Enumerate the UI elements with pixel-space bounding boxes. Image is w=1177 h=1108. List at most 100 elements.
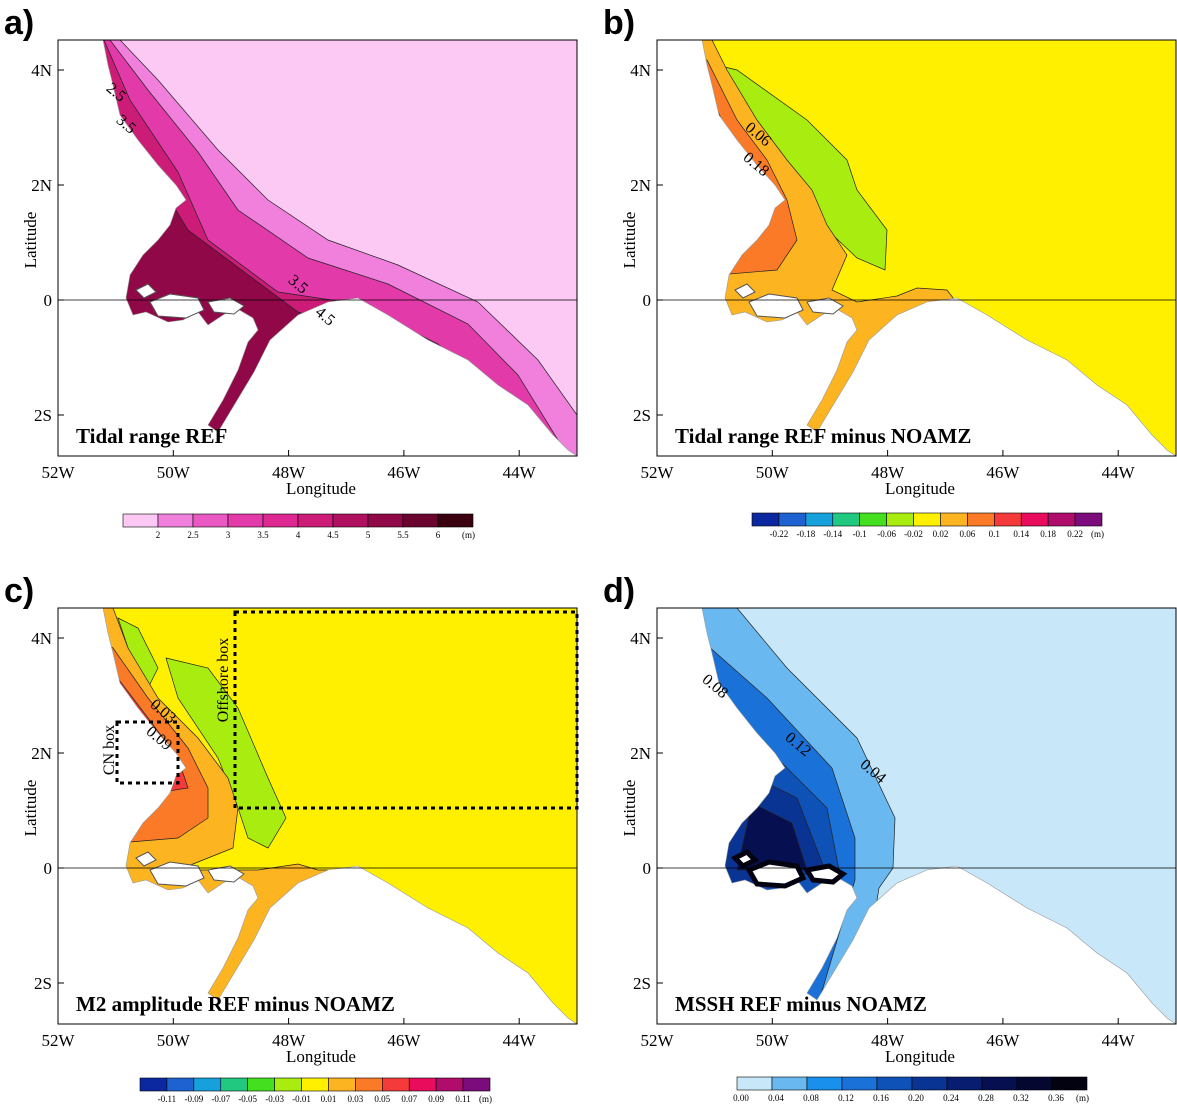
x-axis-label: Longitude (885, 1047, 955, 1066)
colorbar-label: 0.20 (908, 1093, 924, 1103)
y-axis-label: Latitude (620, 780, 639, 837)
colorbar-swatch (805, 512, 834, 527)
colorbar-label: 0.18 (1040, 529, 1056, 539)
colorbar-swatch (332, 513, 369, 528)
colorbar-label: 0.01 (321, 1094, 337, 1104)
colorbar-swatch (859, 512, 887, 527)
panel-title: Tidal range REF minus NOAMZ (675, 424, 971, 448)
colorbar-label: 0.36 (1048, 1093, 1064, 1103)
colorbar-swatch (367, 513, 404, 528)
island (745, 859, 807, 889)
y-tick-label: 4N (31, 61, 52, 80)
box-label: Offshore box (215, 638, 232, 723)
colorbar-label: -0.03 (265, 1094, 284, 1104)
land (58, 608, 577, 1024)
colorbar-swatch (994, 512, 1022, 527)
colorbar-swatch (462, 1077, 491, 1092)
map-body (657, 608, 1176, 1024)
x-tick-label: 44W (1102, 463, 1136, 482)
colorbar-swatch (262, 513, 299, 528)
colorbar-swatch (736, 1076, 773, 1091)
map-frame (57, 39, 578, 457)
x-tick-label: 48W (272, 1031, 306, 1050)
x-tick-label: 46W (986, 463, 1020, 482)
map-panel: 52W 50W 48W 46W 44W 4N 2N 0 2S Longitude Latitude M… (21, 607, 579, 1066)
map-frame (57, 607, 578, 1025)
colorbar-swatch (911, 1076, 948, 1091)
y-tick-label: 2N (31, 176, 52, 195)
colorbar-label: 3.5 (257, 530, 269, 540)
x-tick-label: 52W (41, 1031, 75, 1050)
island (135, 851, 157, 867)
y-tick-label: 0 (643, 859, 652, 878)
x-tick-label: 52W (41, 463, 75, 482)
colorbar-label: 5 (366, 530, 371, 540)
colorbar-swatch (297, 513, 334, 528)
x-tick-label: 50W (157, 1031, 191, 1050)
panel-letter: d) (603, 572, 635, 610)
colorbar-label: 0.1 (989, 529, 1000, 539)
colorbar-label: 0.08 (803, 1093, 819, 1103)
colorbar-label: 0.32 (1013, 1093, 1029, 1103)
x-tick-label: 44W (1102, 1031, 1136, 1050)
island (207, 865, 245, 883)
colorbar-label: 0.07 (401, 1094, 417, 1104)
colorbar-swatch (1051, 1076, 1088, 1091)
colorbar-label: 5.5 (397, 530, 409, 540)
colorbar-label: 6 (436, 530, 441, 540)
box-label: CN box (101, 725, 118, 775)
y-tick-label: 2S (34, 406, 52, 425)
y-tick-label: 2S (633, 974, 651, 993)
y-tick-label: 2S (34, 974, 52, 993)
colorbar-swatch (402, 513, 439, 528)
y-tick-label: 0 (44, 859, 53, 878)
colorbar-label: 0.14 (1013, 529, 1029, 539)
colorbar-label: -0.18 (796, 529, 815, 539)
colorbar-label: 0.06 (960, 529, 976, 539)
colorbar-label: -0.14 (823, 529, 842, 539)
x-tick-label: 46W (387, 1031, 421, 1050)
map-panel: 52W 50W 48W 46W 44W 4N 2N 0 2S Longitude Latitude T… (21, 39, 578, 498)
colorbar-label: -0.01 (292, 1094, 311, 1104)
colorbar-label: 0.12 (838, 1093, 854, 1103)
colorbar-swatch (1074, 512, 1103, 527)
map-body (58, 608, 577, 1024)
colorbar-swatch (437, 513, 474, 528)
y-tick-label: 0 (44, 291, 53, 310)
island (135, 283, 157, 299)
colorbar-swatch (139, 1077, 168, 1092)
colorbar-label: 0.11 (455, 1094, 470, 1104)
colorbar-swatch (946, 1076, 983, 1091)
y-tick-label: 2N (630, 744, 651, 763)
panel-title: MSSH REF minus NOAMZ (675, 992, 927, 1016)
colorbar-swatch (122, 513, 159, 528)
colorbar-swatch (771, 1076, 808, 1091)
colorbar-label: -0.07 (211, 1094, 230, 1104)
x-axis-label: Longitude (286, 479, 356, 498)
colorbar-swatch (778, 512, 807, 527)
x-tick-label: 48W (272, 463, 306, 482)
land (657, 608, 1176, 1024)
colorbar-swatch (192, 513, 229, 528)
panel-title: M2 amplitude REF minus NOAMZ (76, 992, 395, 1016)
colorbar-label: 0.04 (768, 1093, 784, 1103)
x-tick-label: 44W (503, 463, 537, 482)
colorbar-swatch (382, 1077, 410, 1092)
colorbar-swatch (981, 1076, 1018, 1091)
colorbar-swatch (355, 1077, 383, 1092)
x-tick-label: 50W (756, 463, 790, 482)
x-tick-label: 46W (986, 1031, 1020, 1050)
colorbar-label: 0.16 (873, 1093, 889, 1103)
panel-letter: a) (4, 4, 34, 42)
colorbar-unit: (m) (1091, 529, 1104, 539)
colorbar-unit: (m) (479, 1094, 492, 1104)
panel-letter: b) (603, 4, 635, 42)
colorbar-swatch (841, 1076, 878, 1091)
colorbar-label: -0.05 (238, 1094, 257, 1104)
colorbar-label: -0.09 (184, 1094, 203, 1104)
colorbar-label: 0.00 (733, 1093, 749, 1103)
y-tick-label: 4N (630, 61, 651, 80)
cn-box (115, 720, 180, 785)
island (207, 297, 245, 315)
y-axis-label: Latitude (620, 212, 639, 269)
